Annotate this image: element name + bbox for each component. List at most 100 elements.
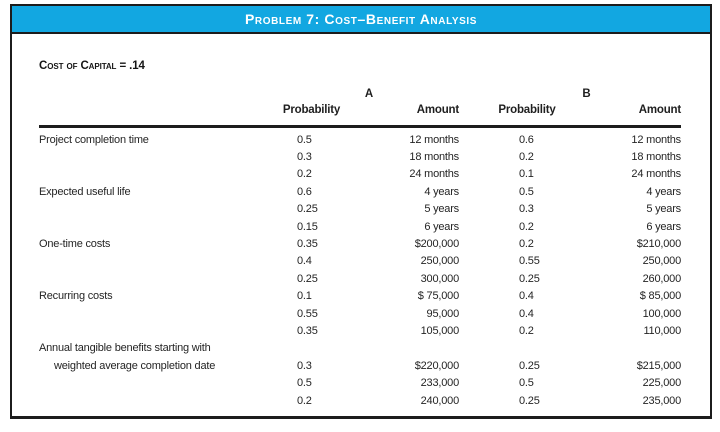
table-row: weighted average completion date 0.3 $22… [39, 358, 681, 375]
probability-a-cell: 0.2 [297, 168, 312, 181]
probability-a-cell: 0.25 [297, 203, 318, 216]
column-gap [459, 236, 492, 253]
amount-a-cell: 6 years [424, 220, 459, 233]
amount-b-cell: 18 months [631, 150, 681, 163]
amount-a-cell: 95,000 [426, 307, 460, 320]
amount-b-cell: 235,000 [642, 394, 682, 407]
row-label [39, 201, 279, 218]
probability-b-cell: 0.25 [519, 394, 540, 407]
amount-b-cell: 100,000 [642, 307, 682, 320]
column-gap [459, 306, 492, 323]
amount-a-cell: 12 months [409, 133, 459, 146]
row-label [39, 393, 279, 410]
table-row: 0.2 240,000 0.25 235,000 [39, 393, 681, 410]
amount-a-cell: 105,000 [420, 324, 460, 337]
probability-a-cell: 0.35 [297, 237, 318, 250]
row-label: Expected useful life [39, 185, 131, 198]
row-label: Annual tangible benefits starting with [39, 342, 211, 355]
probability-b-cell [492, 340, 562, 357]
column-header-amount-b: Amount [638, 104, 681, 116]
table-row: One-time costs 0.35 $200,000 0.2 $210,00… [39, 236, 681, 253]
column-gap [459, 253, 492, 270]
row-label: weighted average completion date [54, 359, 216, 372]
column-header-row: Probability Amount Probability Amount [39, 104, 681, 123]
probability-a-cell: 0.55 [297, 307, 318, 320]
document-card: Problem 7: Cost–Benefit Analysis Cost of… [10, 4, 712, 419]
amount-b-cell: $210,000 [636, 237, 681, 250]
table-row: Annual tangible benefits starting with [39, 340, 681, 357]
row-label [39, 271, 279, 288]
probability-b-cell: 0.55 [519, 255, 540, 268]
column-gap [459, 219, 492, 236]
row-label [39, 253, 279, 270]
header-rule [39, 125, 681, 128]
amount-a-cell: 233,000 [420, 377, 460, 390]
column-header-spacer [39, 104, 279, 123]
row-label: Project completion time [39, 133, 149, 146]
amount-a-cell: 4 years [424, 185, 459, 198]
table-row: 0.2 24 months 0.1 24 months [39, 166, 681, 183]
table-row: 0.35 105,000 0.2 110,000 [39, 323, 681, 340]
amount-b-cell: 6 years [646, 220, 681, 233]
probability-b-cell: 0.5 [519, 377, 534, 390]
group-header-row: A B [39, 88, 681, 104]
column-gap [459, 340, 492, 357]
column-gap [459, 184, 492, 201]
amount-a-cell: 5 years [424, 203, 459, 216]
row-label [39, 306, 279, 323]
probability-a-cell: 0.25 [297, 272, 318, 285]
page-title: Problem 7: Cost–Benefit Analysis [244, 11, 478, 27]
amount-b-cell: 250,000 [642, 255, 682, 268]
amount-a-cell: 240,000 [420, 394, 460, 407]
amount-b-cell: $215,000 [636, 359, 681, 372]
amount-b-cell: 260,000 [642, 272, 682, 285]
probability-b-cell: 0.1 [519, 168, 534, 181]
probability-b-cell: 0.25 [519, 272, 540, 285]
column-gap [459, 132, 492, 149]
amount-a-cell: 24 months [409, 168, 459, 181]
table-row: 0.4 250,000 0.55 250,000 [39, 253, 681, 270]
amount-b-cell: 12 months [631, 133, 681, 146]
probability-b-cell: 0.25 [519, 359, 540, 372]
column-header-probability-b: Probability [498, 104, 556, 116]
title-banner: Problem 7: Cost–Benefit Analysis [12, 6, 710, 34]
column-gap [459, 166, 492, 183]
amount-a-cell: 250,000 [420, 255, 460, 268]
probability-a-cell: 0.1 [297, 290, 312, 303]
amount-b-cell: $ 85,000 [639, 290, 681, 303]
table-row: 0.25 300,000 0.25 260,000 [39, 271, 681, 288]
amount-a-cell: 300,000 [420, 272, 460, 285]
column-header-amount-a: Amount [416, 104, 459, 116]
column-header-probability-a: Probability [282, 104, 341, 116]
column-header-gap [459, 104, 492, 123]
probability-a-cell: 0.3 [297, 359, 312, 372]
table-row: 0.5 233,000 0.5 225,000 [39, 375, 681, 392]
probability-a-cell: 0.5 [297, 377, 312, 390]
amount-b-cell: 5 years [646, 203, 681, 216]
cost-of-capital-note: Cost of Capital = .14 [39, 60, 145, 72]
amount-a-cell [344, 340, 459, 357]
probability-a-cell: 0.3 [297, 150, 312, 163]
amount-b-cell: 24 months [631, 168, 681, 181]
probability-a-cell: 0.2 [297, 394, 312, 407]
probability-b-cell: 0.2 [519, 150, 534, 163]
table-row: 0.55 95,000 0.4 100,000 [39, 306, 681, 323]
probability-b-cell: 0.2 [519, 220, 534, 233]
table-row: Project completion time 0.5 12 months 0.… [39, 132, 681, 149]
table-row: Recurring costs 0.1 $ 75,000 0.4 $ 85,00… [39, 288, 681, 305]
row-label [39, 323, 279, 340]
table-body: Project completion time 0.5 12 months 0.… [39, 132, 681, 411]
probability-b-cell: 0.4 [519, 307, 534, 320]
amount-b-cell [562, 340, 681, 357]
probability-a-cell: 0.15 [297, 220, 318, 233]
probability-a-cell: 0.6 [297, 185, 312, 198]
probability-b-cell: 0.2 [519, 237, 534, 250]
probability-a-cell: 0.4 [297, 255, 312, 268]
group-header-b: B [582, 88, 591, 100]
column-gap [459, 271, 492, 288]
row-label: One-time costs [39, 237, 111, 250]
column-gap [459, 393, 492, 410]
amount-b-cell: 225,000 [642, 377, 682, 390]
table-row: Expected useful life 0.6 4 years 0.5 4 y… [39, 184, 681, 201]
probability-b-cell: 0.4 [519, 290, 534, 303]
